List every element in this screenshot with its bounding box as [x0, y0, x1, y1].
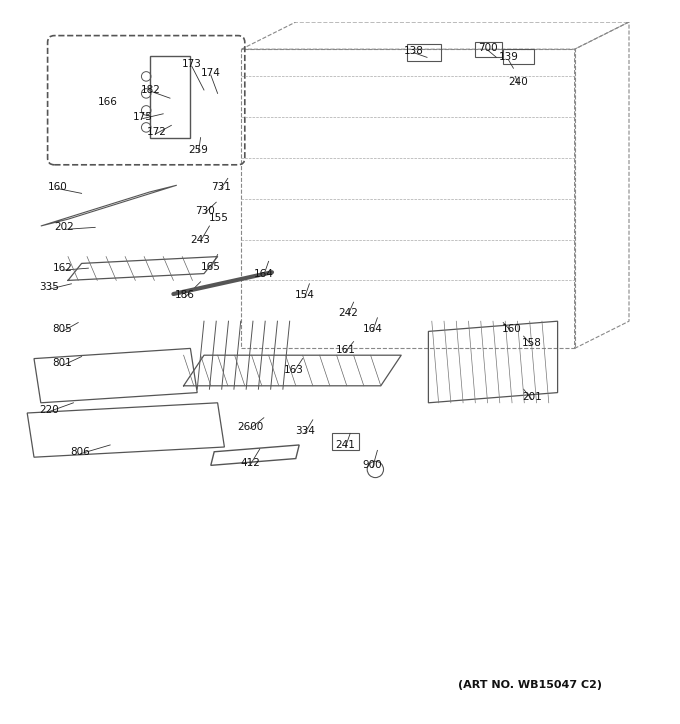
Text: 182: 182 — [141, 85, 161, 95]
Text: 242: 242 — [338, 308, 358, 318]
Text: 334: 334 — [294, 426, 315, 437]
Text: 259: 259 — [188, 145, 209, 155]
Text: 174: 174 — [201, 68, 221, 78]
Text: 172: 172 — [146, 127, 167, 137]
Bar — [407, 44, 441, 62]
Text: 160: 160 — [501, 324, 522, 334]
Text: 2600: 2600 — [237, 421, 263, 432]
Bar — [475, 43, 502, 57]
Text: 240: 240 — [508, 77, 528, 87]
Text: 155: 155 — [209, 213, 229, 223]
Text: 801: 801 — [52, 358, 73, 369]
Text: 138: 138 — [403, 46, 424, 56]
Text: 161: 161 — [335, 345, 356, 355]
Text: 175: 175 — [133, 112, 153, 122]
Text: 164: 164 — [254, 269, 274, 279]
Text: 163: 163 — [284, 365, 304, 375]
Text: 202: 202 — [54, 222, 75, 232]
Text: (ART NO. WB15047 C2): (ART NO. WB15047 C2) — [458, 680, 602, 690]
Text: 412: 412 — [240, 458, 260, 468]
Text: 243: 243 — [190, 235, 211, 245]
Text: 173: 173 — [182, 59, 202, 70]
Text: 201: 201 — [522, 392, 542, 403]
Text: 160: 160 — [48, 182, 68, 192]
Bar — [503, 49, 534, 64]
Bar — [150, 56, 190, 138]
Text: 805: 805 — [52, 324, 73, 334]
Text: 164: 164 — [362, 324, 383, 334]
Bar — [332, 434, 359, 450]
Text: 730: 730 — [195, 206, 216, 216]
Text: 166: 166 — [97, 97, 118, 107]
Text: 700: 700 — [479, 43, 498, 53]
Text: 731: 731 — [211, 182, 231, 192]
Text: 335: 335 — [39, 282, 59, 292]
Text: 165: 165 — [201, 262, 221, 272]
Text: 186: 186 — [175, 290, 195, 300]
Text: 900: 900 — [363, 460, 382, 471]
Text: 154: 154 — [294, 290, 315, 300]
Text: 220: 220 — [39, 405, 59, 415]
Text: 139: 139 — [498, 52, 519, 62]
Text: 162: 162 — [52, 263, 73, 273]
Text: 806: 806 — [70, 447, 90, 457]
Text: 241: 241 — [335, 440, 356, 450]
Text: 158: 158 — [522, 338, 542, 348]
